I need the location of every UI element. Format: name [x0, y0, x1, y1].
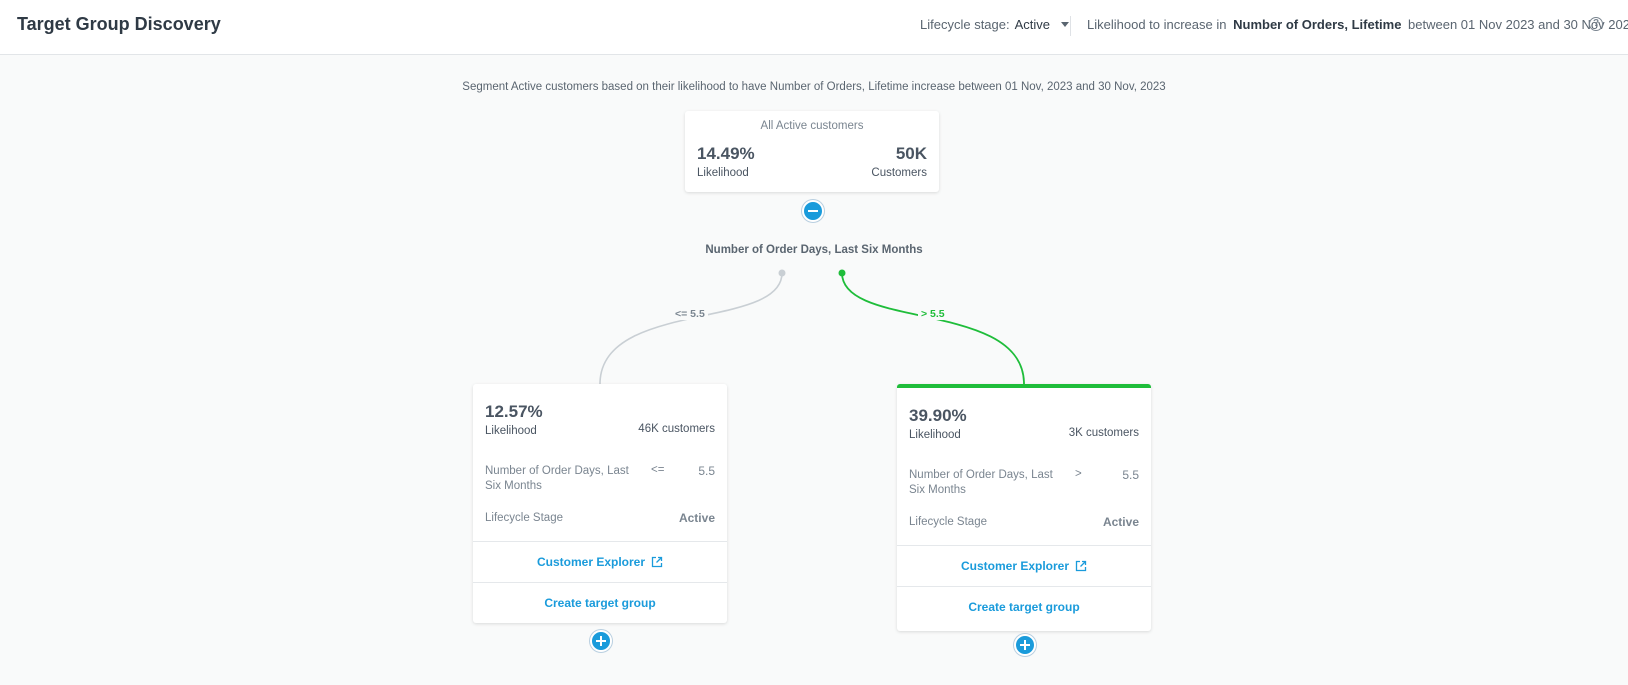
node-likelihood: 12.57% [485, 402, 543, 421]
external-link-icon [1075, 560, 1087, 572]
chevron-down-icon [1061, 22, 1070, 27]
segment-card-left[interactable]: 12.57% Likelihood 46K customers Number o… [473, 384, 727, 623]
node-rule-value: 5.5 [1122, 468, 1139, 482]
node-rule-name: Number of Order Days, Last Six Months [909, 469, 1053, 496]
left-branch-label: <= 5.5 [672, 308, 708, 320]
customer-explorer-link[interactable]: Customer Explorer [473, 541, 727, 582]
root-likelihood-label: Likelihood [697, 167, 749, 179]
node-stage-value: Active [678, 511, 715, 525]
right-branch-line [841, 272, 1025, 385]
node-stage-name: Lifecycle Stage [909, 516, 987, 528]
node-rule-name: Number of Order Days, Last Six Months [485, 465, 629, 492]
node-likelihood: 39.90% [909, 406, 967, 425]
node-rule-value: 5.5 [698, 464, 715, 478]
lifecycle-stage-dropdown[interactable]: Lifecycle stage: Active [920, 17, 1070, 32]
segment-description: Segment Active customers based on their … [462, 81, 1166, 93]
node-stage-value: Active [1102, 515, 1139, 529]
root-customers: 50K [895, 144, 927, 163]
node-rule-operator: > [1075, 468, 1082, 480]
help-icon[interactable]: ? [1589, 17, 1603, 31]
customer-explorer-label: Customer Explorer [536, 555, 646, 569]
node-stage-name: Lifecycle Stage [485, 512, 563, 524]
create-target-group-button[interactable]: Create target group [473, 582, 727, 623]
right-branch-anchor [838, 269, 846, 277]
node-customers: 3K customers [1068, 427, 1139, 439]
node-customers: 46K customers [638, 423, 715, 435]
likelihood-selector[interactable]: Likelihood to increase in Number of Orde… [1087, 17, 1628, 32]
customer-explorer-label: Customer Explorer [960, 559, 1070, 573]
root-segment-card[interactable]: All Active customers 14.49% Likelihood 5… [685, 111, 939, 192]
expand-icon[interactable] [590, 630, 612, 652]
lifecycle-stage-label: Lifecycle stage: [920, 17, 1010, 32]
lifecycle-stage-value: Active [1014, 17, 1051, 32]
external-link-icon [651, 556, 663, 568]
node-rule-operator: <= [651, 464, 665, 476]
root-likelihood: 14.49% [697, 144, 755, 163]
customer-explorer-link[interactable]: Customer Explorer [897, 545, 1151, 586]
node-likelihood-label: Likelihood [909, 429, 961, 441]
right-branch-label: > 5.5 [918, 308, 948, 320]
likelihood-prefix: Likelihood to increase in [1087, 17, 1227, 32]
root-customers-label: Customers [871, 167, 927, 179]
root-title: All Active customers [760, 120, 864, 132]
expand-icon[interactable] [1014, 634, 1036, 656]
collapse-icon[interactable] [802, 200, 824, 222]
node-likelihood-label: Likelihood [485, 425, 537, 437]
create-target-group-button[interactable]: Create target group [897, 586, 1151, 627]
left-branch-line [599, 272, 783, 385]
likelihood-range: between 01 Nov 2023 and 30 Nov 2023 [1408, 17, 1628, 32]
left-branch-anchor [778, 269, 786, 277]
segment-card-right[interactable]: 39.90% Likelihood 3K customers Number of… [897, 384, 1151, 631]
likelihood-metric: Number of Orders, Lifetime [1233, 17, 1402, 32]
top-bar: Target Group Discovery Lifecycle stage: … [0, 0, 1628, 55]
header-divider [1070, 16, 1071, 36]
split-feature-label: Number of Order Days, Last Six Months [705, 244, 923, 256]
page-title: Target Group Discovery [17, 14, 221, 34]
